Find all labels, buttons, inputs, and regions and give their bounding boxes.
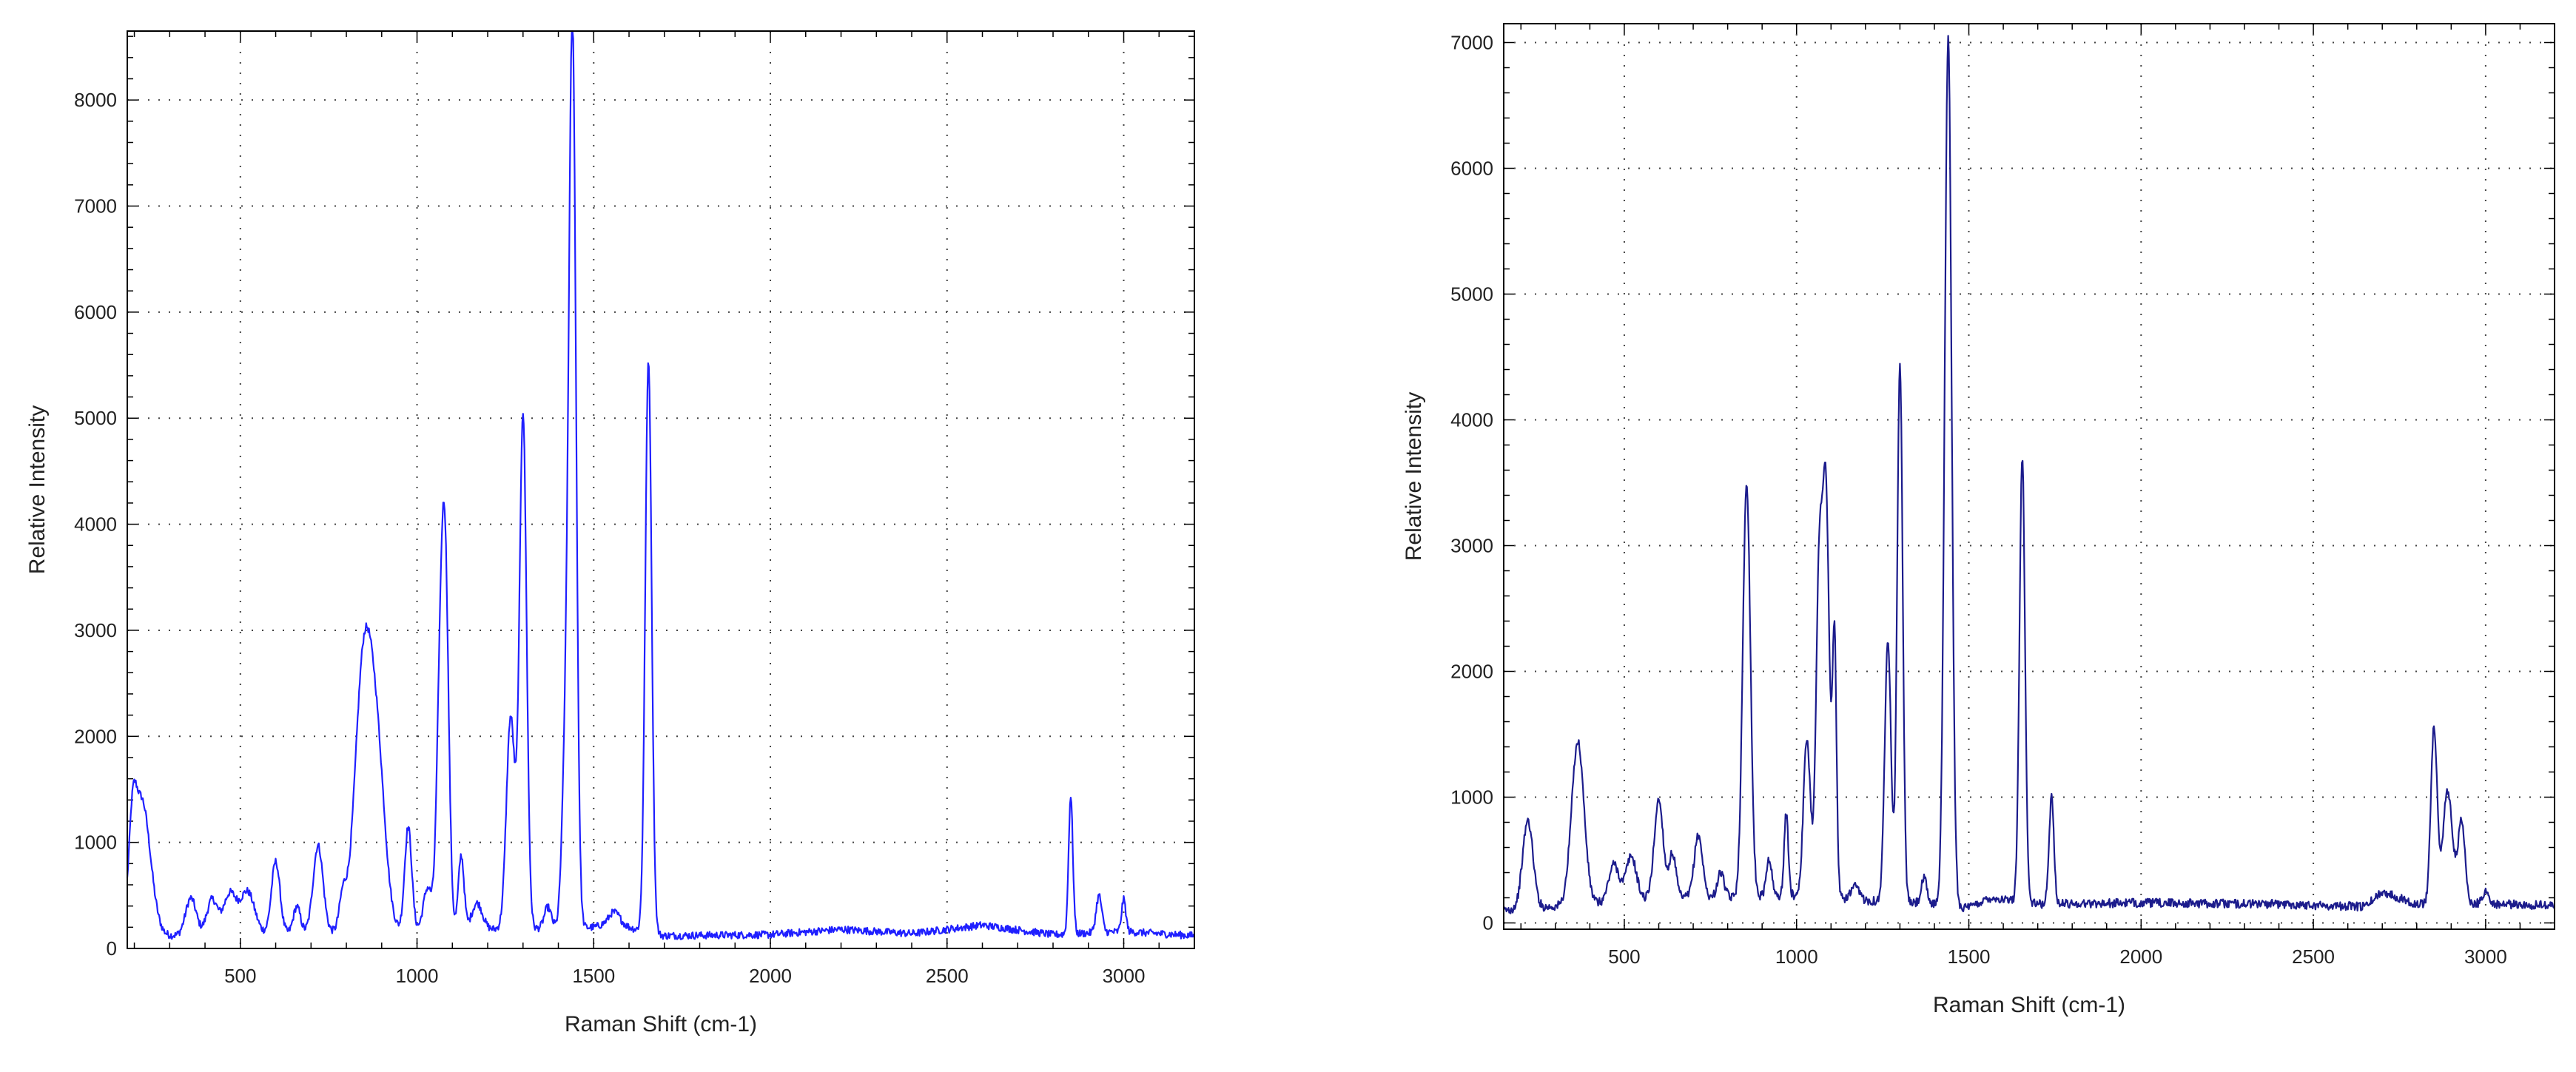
- x-tick-label: 1500: [572, 965, 615, 987]
- y-tick-label: 4000: [1450, 409, 1493, 431]
- y-tick-label: 5000: [1450, 283, 1493, 306]
- plot-frame: [127, 30, 1195, 949]
- x-tick-label: 2500: [926, 965, 969, 987]
- spectrum-line: [1503, 35, 2556, 914]
- x-tick-label: 500: [1608, 945, 1640, 968]
- y-tick-label: 1000: [1450, 786, 1493, 809]
- x-tick-label: 2000: [749, 965, 792, 987]
- y-tick-label: 3000: [1450, 535, 1493, 557]
- y-tick-label: 6000: [74, 301, 117, 323]
- x-tick-label: 1000: [396, 965, 439, 987]
- x-tick-label: 3000: [1103, 965, 1146, 987]
- y-tick-label: 0: [1483, 912, 1493, 934]
- y-tick-label: 2000: [1450, 661, 1493, 683]
- x-tick-label: 500: [224, 965, 256, 987]
- chart-right: 500 1000 1500 2000 2500 3000 0 1000 2000 3000 4000…: [1402, 23, 2556, 1017]
- y-tick-label: 6000: [1450, 158, 1493, 180]
- y-tick-label: 7000: [74, 195, 117, 218]
- chart-left: 500 1000 1500 2000 2500 3000 0 1000 2000 3000 4000…: [25, 30, 1196, 1036]
- y-tick-label: 2000: [74, 725, 117, 747]
- plot-frame: [1503, 23, 2555, 930]
- y-tick-label: 7000: [1450, 32, 1493, 54]
- y-tick-label: 8000: [74, 89, 117, 111]
- y-tick-label: 0: [107, 937, 117, 960]
- y-tick-label: 4000: [74, 513, 117, 536]
- spectrum-line: [126, 30, 1196, 940]
- y-axis-title: Relative Intensity: [25, 405, 50, 574]
- x-axis-title: Raman Shift (cm-1): [565, 1012, 757, 1036]
- y-axis-title: Relative Intensity: [1402, 392, 1426, 561]
- y-tick-label: 5000: [74, 407, 117, 429]
- x-tick-label: 1000: [1775, 945, 1818, 968]
- x-tick-label: 2500: [2292, 945, 2335, 968]
- x-axis-title: Raman Shift (cm-1): [1933, 993, 2125, 1017]
- x-tick-label: 2000: [2119, 945, 2162, 968]
- x-tick-label: 3000: [2464, 945, 2507, 968]
- y-tick-label: 3000: [74, 619, 117, 641]
- x-tick-label: 1500: [1948, 945, 1991, 968]
- y-tick-label: 1000: [74, 832, 117, 854]
